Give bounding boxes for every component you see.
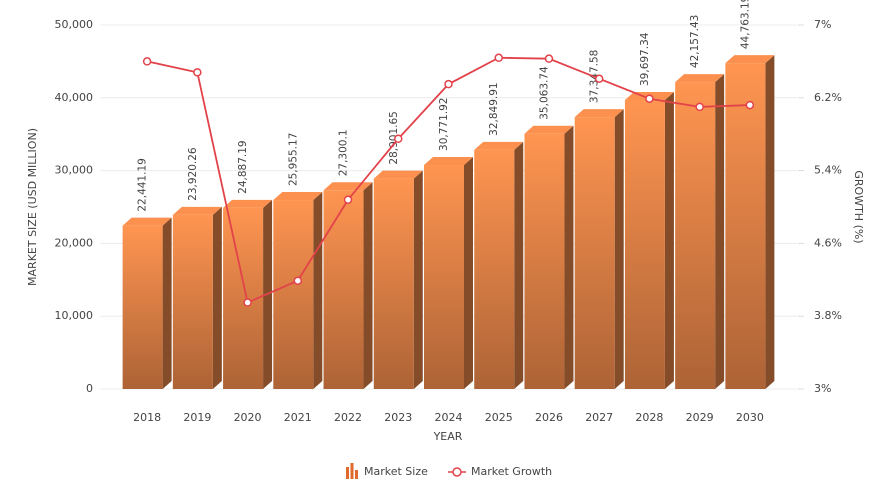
legend-label[interactable]: Market Size — [364, 465, 428, 478]
bar-side — [765, 55, 775, 390]
bar-top — [524, 125, 574, 134]
data-label: 32,849.91 — [488, 82, 500, 135]
line-point — [394, 134, 403, 143]
x-tick-label: 2020 — [234, 411, 262, 424]
line-point — [695, 102, 704, 112]
line-point — [444, 79, 453, 89]
data-label: 28,901.65 — [388, 111, 400, 164]
x-tick-label: 2021 — [284, 411, 312, 424]
line-point — [243, 298, 252, 307]
y-tick-label: 0 — [86, 382, 93, 395]
bar-top — [675, 74, 725, 83]
bar — [273, 200, 314, 389]
y2-axis-title: GROWTH (%) — [852, 170, 865, 243]
line-point — [544, 54, 554, 63]
x-tick-label: 2030 — [736, 411, 764, 424]
bar — [373, 178, 414, 389]
data-label: 35,063.74 — [538, 66, 550, 120]
bar-side — [363, 182, 373, 389]
bar — [624, 100, 665, 390]
bar — [122, 225, 163, 389]
y-axis-title: MARKET SIZE (USD MILLION) — [26, 128, 39, 286]
x-tick-label: 2026 — [535, 411, 563, 424]
y-tick-label: 30,000 — [55, 164, 94, 177]
bar-top — [373, 170, 423, 179]
legend-icon — [452, 467, 462, 477]
x-tick-label: 2022 — [334, 411, 362, 424]
data-label: 44,763.19 — [739, 0, 751, 49]
y-tick-label: 50,000 — [55, 18, 94, 31]
legend: Market Size Market Growth — [346, 463, 552, 479]
line-point — [343, 195, 353, 204]
bar-top — [424, 156, 473, 165]
bar — [725, 63, 766, 390]
data-label: 42,157.43 — [689, 15, 701, 68]
bar-top — [273, 192, 323, 201]
data-label: 24,887.19 — [237, 140, 249, 193]
bar-side — [212, 206, 222, 389]
bar — [323, 190, 364, 389]
data-label: 27,300.1 — [338, 129, 350, 176]
x-tick-label: 2018 — [133, 411, 161, 424]
bar-top — [172, 206, 222, 215]
x-tick-label: 2028 — [635, 411, 663, 424]
bar-top — [122, 217, 172, 226]
x-tick-label: 2029 — [686, 411, 714, 424]
legend-label[interactable]: Market Growth — [471, 465, 552, 478]
bar-side — [514, 141, 524, 389]
line-point — [745, 100, 755, 110]
bar-side — [614, 109, 624, 389]
bar — [675, 82, 716, 390]
bar-side — [413, 170, 423, 389]
data-label: 22,441.19 — [137, 158, 149, 211]
x-tick-label: 2024 — [435, 411, 463, 424]
bar-side — [664, 92, 674, 390]
y2-tick-label: 3.8% — [814, 309, 842, 322]
bar — [172, 214, 213, 389]
bar — [424, 164, 464, 389]
bar-side — [313, 192, 323, 389]
bar-top — [223, 199, 273, 208]
line-point — [645, 94, 654, 103]
line-point — [293, 276, 303, 285]
bar-top — [574, 109, 624, 118]
bar-side — [464, 156, 473, 389]
x-axis-title: YEAR — [433, 430, 463, 443]
data-label: 39,697.34 — [639, 32, 651, 86]
x-tick-label: 2027 — [585, 411, 613, 424]
line-point — [494, 53, 503, 63]
y2-tick-label: 6.2% — [814, 91, 842, 104]
bar-side — [715, 74, 725, 390]
y2-tick-label: 7% — [814, 18, 831, 31]
legend-icon — [355, 470, 358, 479]
data-label: 23,920.26 — [187, 147, 199, 201]
legend-icon — [346, 467, 349, 479]
line-point — [142, 57, 152, 66]
bar — [524, 133, 565, 389]
y2-tick-label: 4.6% — [814, 236, 842, 249]
y2-tick-label: 5.4% — [814, 164, 842, 177]
bar-side — [564, 125, 574, 390]
data-label: 30,771.92 — [438, 98, 450, 151]
y-tick-label: 20,000 — [55, 236, 94, 249]
bar-side — [162, 217, 172, 389]
x-tick-label: 2025 — [485, 411, 513, 424]
bar — [574, 117, 615, 389]
bar — [474, 149, 515, 389]
x-tick-label: 2023 — [384, 411, 412, 424]
x-tick-label: 2019 — [183, 411, 211, 424]
legend-icon — [350, 463, 354, 479]
bar-top — [725, 55, 775, 64]
y-tick-label: 10,000 — [55, 309, 94, 322]
line-point — [594, 74, 604, 83]
y-tick-label: 40,000 — [55, 91, 94, 104]
y2-tick-label: 3% — [814, 382, 831, 395]
bar-top — [474, 141, 524, 150]
data-label: 25,955.17 — [287, 133, 299, 186]
line-point — [193, 68, 202, 77]
